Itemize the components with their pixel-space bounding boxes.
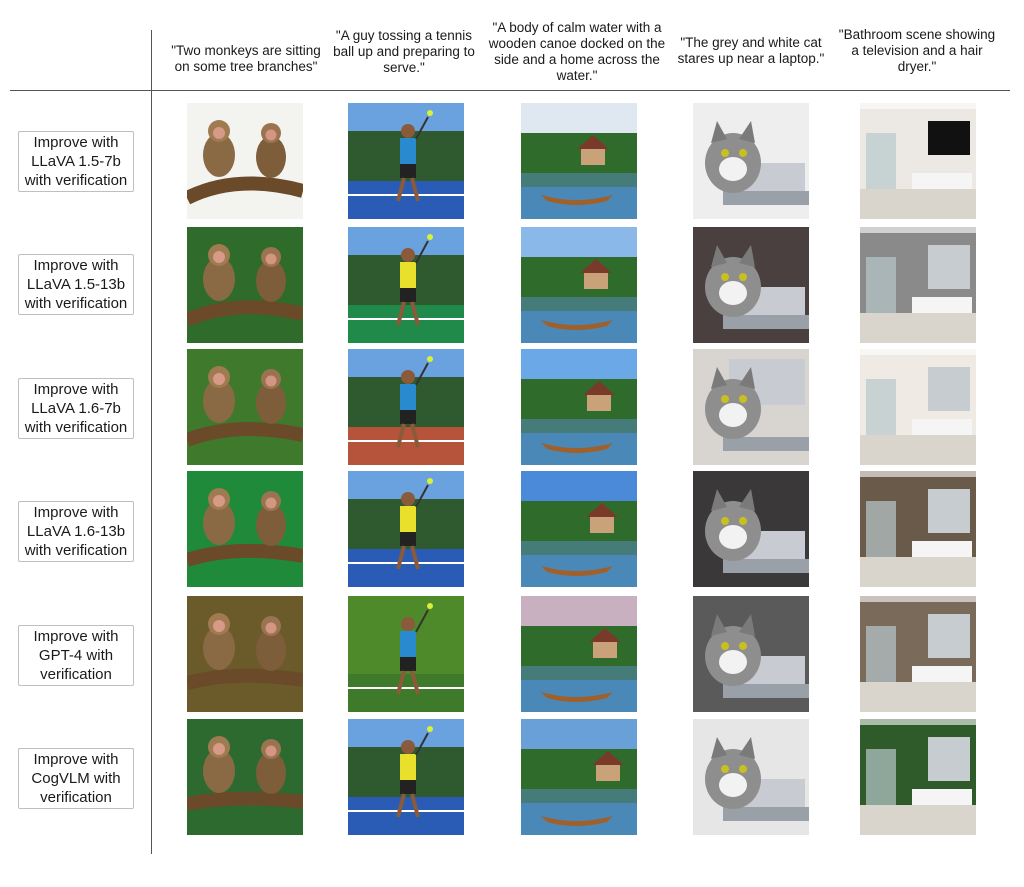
header-divider: [10, 90, 1010, 91]
row-label-line: Improve with: [33, 134, 119, 151]
bathroom-photo: [860, 227, 976, 343]
row-label-llava-1-6-7b: Improve with LLaVA 1.6-7b with verificat…: [18, 378, 134, 439]
row-label-llava-1-5-7b: Improve with LLaVA 1.5-7b with verificat…: [18, 131, 134, 192]
row-label-line: with verification: [24, 295, 128, 312]
lake-photo: [521, 719, 637, 835]
row-label-line: Improve with: [33, 751, 119, 768]
row-label-line: Improve with: [33, 257, 119, 274]
row-label-line: with verification: [24, 419, 128, 436]
bathroom-photo: [860, 719, 976, 835]
monkeys-photo: [187, 471, 303, 587]
caption-lake: "A body of calm water with a wooden cano…: [488, 20, 666, 83]
cat-photo: [693, 471, 809, 587]
row-label-cogvlm: Improve with CogVLM with verification: [18, 748, 134, 809]
monkeys-photo: [187, 596, 303, 712]
row-label-line: verification: [40, 789, 112, 806]
lake-photo: [521, 103, 637, 219]
bathroom-photo: [860, 349, 976, 465]
row-label-line: LLaVA 1.5-13b: [26, 276, 126, 293]
bathroom-photo: [860, 103, 976, 219]
row-label-line: with verification: [24, 542, 128, 559]
row-label-line: GPT-4 with: [38, 647, 114, 664]
monkeys-photo: [187, 227, 303, 343]
tennis-photo: [348, 103, 464, 219]
row-label-line: verification: [40, 666, 112, 683]
row-label-line: LLaVA 1.6-13b: [26, 523, 126, 540]
tennis-photo: [348, 596, 464, 712]
row-label-llava-1-6-13b: Improve with LLaVA 1.6-13b with verifica…: [18, 501, 134, 562]
bathroom-photo: [860, 471, 976, 587]
row-label-line: with verification: [24, 172, 128, 189]
tennis-photo: [348, 719, 464, 835]
monkeys-photo: [187, 719, 303, 835]
caption-cat: "The grey and white cat stares up near a…: [677, 35, 825, 66]
caption-tennis: "A guy tossing a tennis ball up and prep…: [333, 28, 475, 75]
tennis-photo: [348, 227, 464, 343]
row-label-line: LLaVA 1.5-7b: [31, 153, 121, 170]
lake-photo: [521, 349, 637, 465]
lake-photo: [521, 471, 637, 587]
caption-monkeys: "Two monkeys are sitting on some tree br…: [171, 43, 321, 74]
tennis-photo: [348, 349, 464, 465]
lake-photo: [521, 227, 637, 343]
row-label-line: Improve with: [33, 504, 119, 521]
cat-photo: [693, 719, 809, 835]
row-label-line: Improve with: [33, 381, 119, 398]
column-divider: [151, 30, 152, 854]
cat-photo: [693, 349, 809, 465]
row-label-line: LLaVA 1.6-7b: [31, 400, 121, 417]
tennis-photo: [348, 471, 464, 587]
row-label-gpt-4: Improve with GPT-4 with verification: [18, 625, 134, 686]
row-label-line: CogVLM with: [31, 770, 121, 787]
bathroom-photo: [860, 596, 976, 712]
lake-photo: [521, 596, 637, 712]
monkeys-photo: [187, 103, 303, 219]
monkeys-photo: [187, 349, 303, 465]
cat-photo: [693, 227, 809, 343]
cat-photo: [693, 596, 809, 712]
row-label-llava-1-5-13b: Improve with LLaVA 1.5-13b with verifica…: [18, 254, 134, 315]
row-label-line: Improve with: [33, 628, 119, 645]
cat-photo: [693, 103, 809, 219]
caption-bathroom: "Bathroom scene showing a television and…: [838, 27, 996, 74]
